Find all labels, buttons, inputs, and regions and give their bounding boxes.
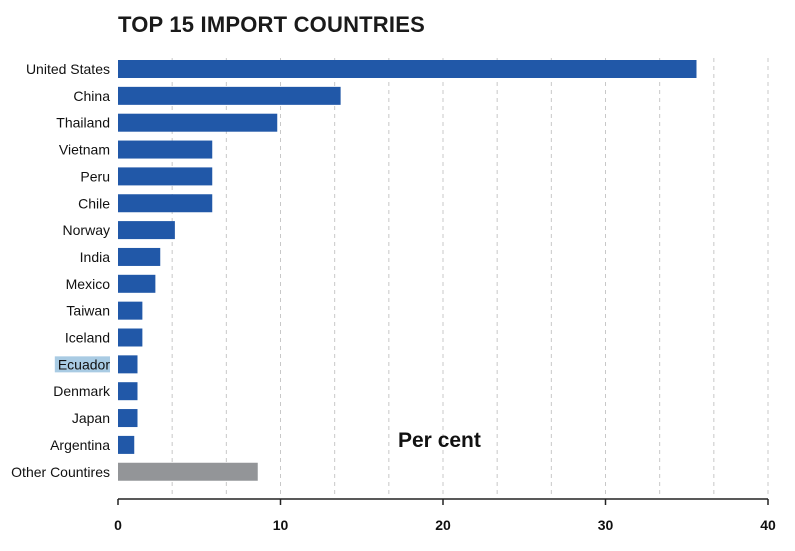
chart-title: TOP 15 IMPORT COUNTRIES (118, 12, 425, 37)
x-tick-label: 40 (760, 517, 776, 533)
category-label: Chile (78, 195, 110, 211)
bar (118, 113, 278, 132)
category-label: Japan (72, 410, 110, 426)
category-label: Peru (80, 168, 110, 184)
category-label: Vietnam (59, 142, 110, 158)
category-label: Thailand (56, 115, 110, 131)
category-label: China (73, 88, 110, 104)
bar (118, 274, 156, 293)
bar (118, 328, 143, 347)
bar (118, 435, 135, 454)
category-label: Ecuador (58, 356, 110, 372)
x-axis: 0 10 20 30 40 (114, 498, 776, 533)
bar (118, 140, 213, 159)
category-highlight (54, 356, 110, 373)
x-tick-label: 0 (114, 517, 122, 533)
x-tick-label: 10 (273, 517, 289, 533)
category-label: United States (26, 61, 110, 77)
bar (118, 194, 213, 213)
bar (118, 382, 138, 401)
bars (118, 60, 697, 481)
x-tick-label: 30 (598, 517, 614, 533)
bar (118, 167, 213, 186)
x-axis-unit-label: Per cent (398, 429, 481, 452)
x-tick-label: 20 (435, 517, 451, 533)
category-label: Norway (63, 222, 110, 238)
bar (118, 221, 175, 240)
bar (118, 301, 143, 320)
category-label: Other Countires (11, 464, 110, 480)
bar (118, 60, 697, 78)
bar (118, 355, 138, 374)
category-label: Mexico (66, 276, 111, 292)
bar (118, 409, 138, 428)
bar (118, 247, 161, 266)
category-label: Taiwan (66, 303, 110, 319)
category-label: Iceland (65, 330, 110, 346)
highlight-layer (54, 356, 110, 373)
category-label: India (80, 249, 111, 265)
bar (118, 86, 341, 105)
category-label: Argentina (50, 437, 110, 453)
bar (118, 462, 258, 481)
category-label: Denmark (53, 383, 111, 399)
category-labels: United States China Thailand Vietnam Peru Chi… (11, 61, 111, 480)
